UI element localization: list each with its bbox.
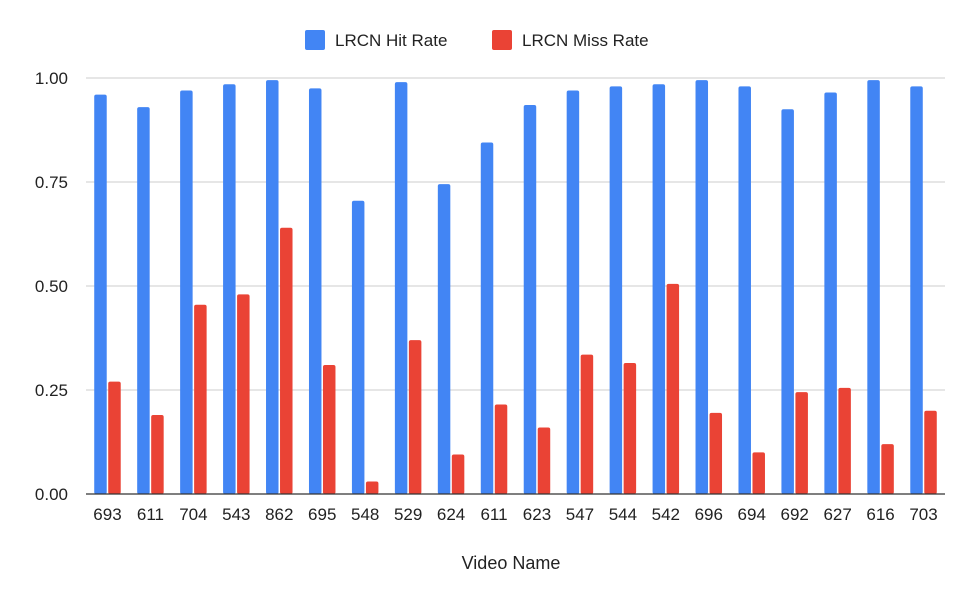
bar-hit-rate [867,80,880,494]
y-tick-label: 0.50 [35,277,68,296]
bar-hit-rate [695,80,709,494]
x-tick-label: 695 [308,505,336,524]
bar-miss-rate [408,340,422,494]
bar-hit-rate [308,88,322,495]
bar-hit-rate [437,184,451,494]
bar-miss-rate [881,444,894,494]
bar-miss-rate [623,362,637,494]
legend-label-hit-rate: LRCN Hit Rate [335,31,447,50]
x-tick-label: 616 [866,505,894,524]
bar-hit-rate [910,86,923,494]
bar-hit-rate [137,107,150,495]
x-axis-ticks: 693 611 704 543 862 695 548 529 624 611 623 547 544 5… [93,505,937,524]
bar-hit-rate [351,200,365,494]
x-tick-label: 693 [93,505,121,524]
bar-hit-rate [223,84,236,495]
y-axis-ticks: 0.00 0.25 0.50 0.75 1.00 [35,69,68,504]
bar-miss-rate [322,365,336,494]
legend-label-miss-rate: LRCN Miss Rate [522,31,649,50]
bar-hit-rate [781,109,794,494]
bar-hit-rate [523,105,537,494]
bar-hit-rate [94,94,107,494]
x-tick-label: 694 [738,505,766,524]
bar-hit-rate [480,142,494,495]
bar-miss-rate [365,481,379,494]
x-tick-label: 611 [480,505,507,524]
y-tick-label: 0.75 [35,173,68,192]
bar-miss-rate [709,412,723,494]
bar-hit-rate [609,86,623,494]
x-tick-label: 543 [222,505,250,524]
x-tick-label: 529 [394,505,422,524]
x-tick-label: 623 [523,505,551,524]
gridlines [86,77,945,391]
x-tick-label: 703 [909,505,937,524]
bar-miss-rate [151,414,164,494]
x-tick-label: 696 [695,505,723,524]
x-tick-label: 624 [437,505,465,524]
y-tick-label: 0.25 [35,381,68,400]
x-axis-title: Video Name [462,553,561,573]
bar-miss-rate [194,304,207,494]
bars [94,80,937,495]
x-tick-label: 704 [179,505,207,524]
x-tick-label: 627 [823,505,851,524]
bar-miss-rate [237,294,250,494]
x-tick-label: 548 [351,505,379,524]
x-tick-label: 542 [652,505,680,524]
bar-hit-rate [566,90,580,494]
x-tick-label: 862 [265,505,293,524]
bar-hit-rate [738,86,751,494]
x-tick-label: 692 [780,505,808,524]
bar-hit-rate [394,82,408,494]
x-tick-label: 611 [137,505,164,524]
y-tick-label: 0.00 [35,485,68,504]
bar-hit-rate [652,84,666,495]
bar-miss-rate [580,354,594,494]
bar-miss-rate [451,454,465,494]
bar-miss-rate [280,227,293,494]
legend: LRCN Hit Rate LRCN Miss Rate [305,30,649,50]
bar-miss-rate [537,427,551,494]
x-tick-label: 547 [566,505,594,524]
bar-hit-rate [824,92,837,494]
bar-hit-rate [266,80,279,494]
legend-swatch-hit-rate [305,30,325,50]
bar-miss-rate [666,283,680,494]
legend-swatch-miss-rate [492,30,512,50]
bar-miss-rate [108,381,121,494]
bar-miss-rate [795,392,808,494]
bar-miss-rate [494,404,508,494]
x-tick-label: 544 [609,505,637,524]
bar-miss-rate [838,387,851,494]
bar-miss-rate [924,410,937,494]
bar-miss-rate [752,452,765,494]
y-tick-label: 1.00 [35,69,68,88]
bar-hit-rate [180,90,193,494]
